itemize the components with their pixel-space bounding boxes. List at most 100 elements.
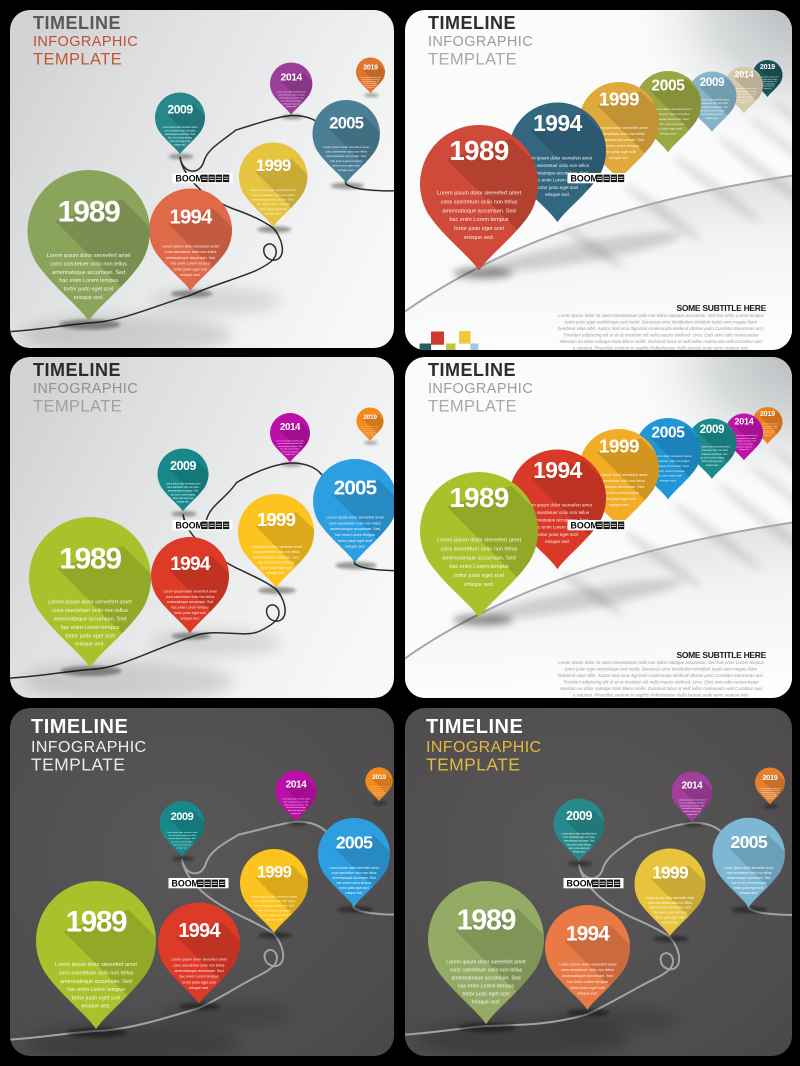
svg-text:cons ssectetuer oclio non tell: cons ssectetuer oclio non tellus <box>166 595 215 599</box>
svg-text:hac enim Lorem tempus: hac enim Lorem tempus <box>330 159 363 163</box>
svg-text:2009: 2009 <box>170 459 196 473</box>
svg-text:2009: 2009 <box>566 809 592 823</box>
svg-text:INFOGRAPHIC: INFOGRAPHIC <box>428 34 533 50</box>
svg-text:1989: 1989 <box>59 542 121 575</box>
svg-text:BOOM: BOOM <box>176 520 203 530</box>
svg-text:cons ssectetuer oclio non tell: cons ssectetuer oclio non tellus <box>173 963 224 967</box>
svg-text:1999: 1999 <box>599 436 639 457</box>
svg-text:tortor justo eget scel: tortor justo eget scel <box>173 843 192 846</box>
svg-text:TIMELINE: TIMELINE <box>33 360 121 380</box>
svg-text:tortor justo eget scel: tortor justo eget scel <box>65 633 114 639</box>
svg-text:TIMELINE: TIMELINE <box>428 360 516 380</box>
svg-text:amennatoque accumsan. Sed: amennatoque accumsan. Sed <box>166 256 215 260</box>
svg-text:amennatoque accumsan. Sed: amennatoque accumsan. Sed <box>278 445 302 448</box>
svg-text:amennatoque accumsan. Sed: amennatoque accumsan. Sed <box>732 93 755 96</box>
svg-text:TIMELINE: TIMELINE <box>426 716 523 738</box>
svg-text:erisque sed.: erisque sed. <box>472 999 500 1005</box>
svg-text:cons ssectetuer oclio non tell: cons ssectetuer oclio non tellus <box>732 90 757 93</box>
svg-text:hac enim Lorem tempus: hac enim Lorem tempus <box>168 136 193 139</box>
svg-text:TEMPLATE: TEMPLATE <box>33 398 122 416</box>
svg-text:erisque sed.: erisque sed. <box>174 143 187 146</box>
svg-text:2005: 2005 <box>336 832 373 852</box>
svg-text:amennatoque accumsan. Sed: amennatoque accumsan. Sed <box>649 906 692 910</box>
svg-text:Lorem ipsum dolor siereefert a: Lorem ipsum dolor siereefert amet <box>644 107 691 111</box>
svg-text:erisque sed.: erisque sed. <box>376 795 383 797</box>
svg-text:2019: 2019 <box>372 774 386 781</box>
svg-text:BOOM: BOOM <box>567 878 594 888</box>
svg-text:erisque sed.: erisque sed. <box>739 449 749 451</box>
svg-text:Tincidunt adipiscing elit et e: Tincidunt adipiscing elit et et ac tinci… <box>563 680 759 685</box>
svg-text:erisque sed.: erisque sed. <box>367 87 375 89</box>
svg-text:hac enim Lorem tempus: hac enim Lorem tempus <box>286 806 306 809</box>
svg-text:cons ssectetuer oclio non tell: cons ssectetuer oclio non tellus <box>167 486 200 489</box>
svg-text:hac enim Lorem tempus: hac enim Lorem tempus <box>731 881 766 885</box>
svg-text:tortor justo eget scel: tortor justo eget scel <box>736 98 753 101</box>
svg-text:Tincidunt adipiscing elit et e: Tincidunt adipiscing elit et et ac tinci… <box>563 333 759 338</box>
svg-text:tortor justo eget scelerisque: tortor justo eget scelerisque sed morbi.… <box>565 666 757 671</box>
svg-text:tortor justo eget scel: tortor justo eget scel <box>734 886 764 890</box>
svg-text:cons ssectetuer oclio non tell: cons ssectetuer oclio non tellus <box>593 479 645 483</box>
svg-text:hac enim Lorem tempus: hac enim Lorem tempus <box>171 840 193 843</box>
svg-text:1999: 1999 <box>599 89 639 110</box>
svg-text:tortor justo eget scelerisque: tortor justo eget scelerisque sed morbi.… <box>565 319 757 324</box>
svg-text:amennatoque accumsan. Sed: amennatoque accumsan. Sed <box>165 133 196 136</box>
svg-text:amennatoque accumsan. Sed: amennatoque accumsan. Sed <box>169 837 196 840</box>
svg-text:1994: 1994 <box>533 457 583 483</box>
svg-text:cons ssectetuer oclio non tell: cons ssectetuer oclio non tellus <box>332 871 377 875</box>
svg-text:erisque sed.: erisque sed. <box>189 986 209 990</box>
svg-text:Lorem ipsum dolor siereefert a: Lorem ipsum dolor siereefert amet <box>282 798 310 801</box>
svg-text:cons ssectetuer oclio non tell: cons ssectetuer oclio non tellus <box>278 442 303 445</box>
svg-text:erisque sed.: erisque sed. <box>177 500 190 503</box>
svg-text:hac enim Lorem tempus: hac enim Lorem tempus <box>67 987 125 993</box>
svg-text:Lorem ipsum dolor siereefert a: Lorem ipsum dolor siereefert amet <box>171 958 227 962</box>
svg-text:2019: 2019 <box>363 64 378 72</box>
svg-text:amennatoque accumsan. Sed: amennatoque accumsan. Sed <box>167 600 214 604</box>
svg-text:Lorem ipsum dolor siereefert a: Lorem ipsum dolor siereefert amet <box>329 866 378 870</box>
svg-text:hac enim Lorem tempus: hac enim Lorem tempus <box>682 807 702 810</box>
svg-text:tortor justo eget scel: tortor justo eget scel <box>333 163 360 167</box>
svg-text:tortor justo eget scel: tortor justo eget scel <box>602 150 636 154</box>
svg-text:BOOM: BOOM <box>571 520 598 530</box>
svg-text:amennatoque accumsan. Sed: amennatoque accumsan. Sed <box>594 485 644 489</box>
svg-text:tortor justo eget scel: tortor justo eget scel <box>282 450 299 453</box>
svg-text:tortor justo eget scel: tortor justo eget scel <box>569 847 590 850</box>
svg-text:cons ssectetuer oclio non tell: cons ssectetuer oclio non tellus <box>732 437 757 440</box>
svg-text:TEMPLATE: TEMPLATE <box>428 398 517 416</box>
svg-text:TIMELINE: TIMELINE <box>33 13 121 33</box>
svg-text:tortor justo eget scel: tortor justo eget scel <box>654 127 682 131</box>
svg-text:erisque sed.: erisque sed. <box>286 105 297 108</box>
svg-text:Lorem ipsum dolor siereefert a: Lorem ipsum dolor siereefert amet <box>590 126 648 130</box>
svg-text:2009: 2009 <box>700 424 725 436</box>
svg-text:cons ssectetuer oclio non tell: cons ssectetuer oclio non tellus <box>561 968 614 972</box>
svg-text:cons ssectetuer oclio non tell: cons ssectetuer oclio non tellus <box>679 801 704 804</box>
svg-text:2005: 2005 <box>329 114 364 132</box>
svg-text:erisque sed.: erisque sed. <box>661 920 678 924</box>
svg-text:Lorem ipsum dolor siereefert a: Lorem ipsum dolor siereefert amet <box>55 962 138 968</box>
svg-text:erisque sed.: erisque sed. <box>265 212 282 216</box>
svg-text:TEMPLATE: TEMPLATE <box>31 755 125 775</box>
svg-text:hac enim Lorem tempus: hac enim Lorem tempus <box>61 625 120 631</box>
svg-text:BOOM: BOOM <box>571 173 598 183</box>
svg-text:cons ssectetuer oclio non tell: cons ssectetuer oclio non tellus <box>441 199 518 205</box>
svg-text:erisque sed.: erisque sed. <box>609 156 629 160</box>
svg-text:amennatoque accumsan. Sed: amennatoque accumsan. Sed <box>732 440 755 443</box>
svg-text:Lorem ipsum dolor siereefert a: Lorem ipsum dolor siereefert amet <box>590 473 648 477</box>
svg-text:erisque sed.: erisque sed. <box>545 192 570 197</box>
svg-text:tortor justo eget scel: tortor justo eget scel <box>454 226 504 232</box>
svg-text:SOME SUBTITLE HERE: SOME SUBTITLE HERE <box>676 303 766 313</box>
svg-text:tortor justo eget scel: tortor justo eget scel <box>261 566 292 570</box>
svg-text:tortor justo eget scel: tortor justo eget scel <box>174 611 206 615</box>
svg-text:1994: 1994 <box>566 923 610 946</box>
svg-text:Lorem ipsum dolor siereefert a: Lorem ipsum dolor siereefert amet <box>446 959 526 965</box>
svg-text:tortor justo eget scel: tortor justo eget scel <box>684 810 701 813</box>
svg-text:tortor justo eget scel: tortor justo eget scel <box>182 980 215 984</box>
svg-text:hac enim Lorem tempus: hac enim Lorem tempus <box>651 469 685 473</box>
svg-text:hac enim Lorem tempus: hac enim Lorem tempus <box>280 448 299 451</box>
svg-text:TEMPLATE: TEMPLATE <box>33 51 122 69</box>
svg-text:1989: 1989 <box>449 135 508 166</box>
svg-text:cons ssectetuer oclio non tell: cons ssectetuer oclio non tellus <box>696 449 729 452</box>
svg-text:erisque sed.: erisque sed. <box>706 117 719 120</box>
svg-text:tortor justo eget scel: tortor justo eget scel <box>259 207 287 211</box>
svg-text:hac enim Lorem tempus: hac enim Lorem tempus <box>651 122 685 126</box>
svg-text:interdum eu dolor natoque Nam: interdum eu dolor natoque Nam libero mol… <box>560 686 764 691</box>
